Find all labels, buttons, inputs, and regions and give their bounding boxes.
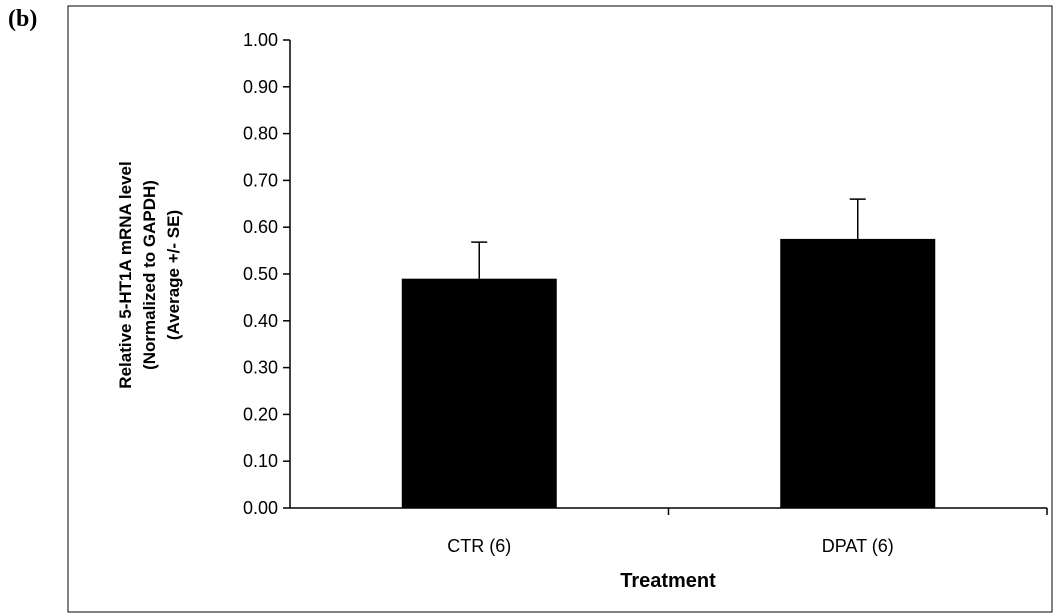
y-tick-label: 0.90 <box>243 77 278 97</box>
x-tick-label: DPAT (6) <box>822 536 894 556</box>
y-tick-label: 0.50 <box>243 264 278 284</box>
y-tick-label: 0.20 <box>243 404 278 424</box>
bar-dpat <box>780 238 936 508</box>
y-tick-label: 0.30 <box>243 358 278 378</box>
y-axis-title-line: (Normalized to GAPDH) <box>140 180 159 370</box>
y-tick-label: 0.00 <box>243 498 278 518</box>
y-tick-label: 0.60 <box>243 217 278 237</box>
y-tick-label: 0.80 <box>243 124 278 144</box>
y-tick-label: 0.70 <box>243 170 278 190</box>
y-tick-label: 0.10 <box>243 451 278 471</box>
y-axis-title-line: (Average +/- SE) <box>164 210 183 340</box>
chart-frame <box>67 5 1053 613</box>
bar-ctr <box>401 278 557 508</box>
y-tick-label: 0.40 <box>243 311 278 331</box>
x-axis-title: Treatment <box>620 570 716 592</box>
x-tick-label: CTR (6) <box>447 536 511 556</box>
y-tick-label: 1.00 <box>243 30 278 50</box>
panel-label: (b) <box>8 6 38 32</box>
y-axis-title-line: Relative 5-HT1A mRNA level <box>116 161 135 388</box>
y-axis-title: Relative 5-HT1A mRNA level (Normalized to… <box>116 161 183 388</box>
